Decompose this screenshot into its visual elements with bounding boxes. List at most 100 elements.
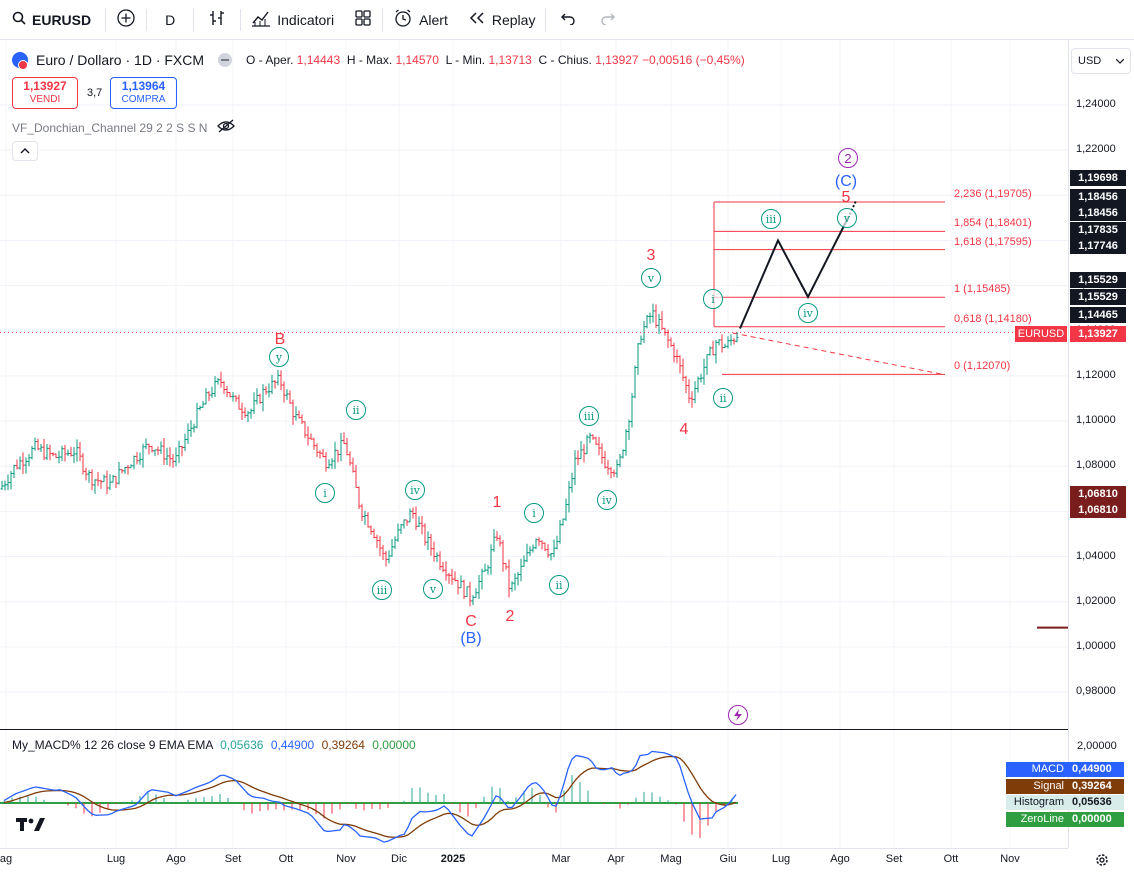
ohlc-bar bbox=[246, 410, 250, 423]
ohlc-bar bbox=[195, 402, 199, 429]
ohlc-bar bbox=[579, 441, 583, 460]
close-value: 1,13927 bbox=[595, 53, 639, 67]
price-chart[interactable] bbox=[0, 40, 1068, 848]
time-tick-label: Dic bbox=[391, 853, 407, 865]
ohlc-bar bbox=[294, 406, 298, 421]
ohlc-bar bbox=[288, 390, 292, 404]
ohlc-bar bbox=[300, 414, 304, 425]
ohlc-bar bbox=[345, 438, 349, 456]
indicator-name: VF_Donchian_Channel 29 2 2 S S N bbox=[12, 120, 208, 135]
collapse-legend-button[interactable] bbox=[12, 141, 38, 161]
ohlc-bar bbox=[396, 523, 400, 542]
price-axis[interactable] bbox=[1068, 40, 1134, 848]
sell-button[interactable]: 1,13927 VENDI bbox=[12, 77, 78, 109]
ohlc-bar bbox=[186, 423, 190, 445]
redo-icon bbox=[600, 11, 616, 28]
ohlc-bar bbox=[3, 480, 7, 491]
ohlc-bar bbox=[228, 391, 232, 398]
ohlc-bar bbox=[513, 573, 517, 591]
top-toolbar: EURUSD D Indicatori Alert bbox=[0, 0, 1134, 40]
symbol-title[interactable]: Euro / Dollaro · 1D · FXCM bbox=[36, 52, 205, 68]
ohlc-bar bbox=[333, 441, 337, 469]
buy-button[interactable]: 1,13964 COMPRA bbox=[110, 77, 177, 109]
price-axis-tag: 1,18456 bbox=[1070, 205, 1126, 221]
ohlc-bar bbox=[273, 380, 277, 389]
ohlc-bar bbox=[63, 444, 67, 462]
macd-axis-tag: ZeroLine 0,00000 bbox=[1006, 812, 1124, 827]
ohlc-bar bbox=[51, 452, 55, 457]
ohlc-bar bbox=[435, 552, 439, 563]
indicator-legend[interactable]: VF_Donchian_Channel 29 2 2 S S N bbox=[12, 119, 236, 136]
ohlc-bar bbox=[216, 378, 220, 385]
grid bbox=[0, 40, 1068, 848]
macd-legend[interactable]: My_MACD% 12 26 close 9 EMA EMA 0,05636 0… bbox=[12, 738, 416, 752]
alert-label: Alert bbox=[419, 11, 448, 28]
alert-button[interactable]: Alert bbox=[383, 0, 458, 40]
macd-tag-label: Histogram bbox=[1006, 795, 1068, 810]
macd-tag-value: 0,00000 bbox=[1068, 812, 1124, 827]
ohlc-bar bbox=[717, 339, 721, 346]
lightning-icon[interactable] bbox=[728, 705, 748, 725]
wave-label-red: 5 bbox=[841, 189, 851, 206]
ohlc-bar bbox=[225, 385, 229, 398]
ohlc-bar bbox=[42, 438, 46, 461]
ohlc-bar bbox=[27, 454, 31, 467]
layout-button[interactable] bbox=[344, 0, 382, 40]
price-axis-tag: 1,17746 bbox=[1070, 238, 1126, 254]
ohlc-bar bbox=[558, 519, 562, 544]
ohlc-bar bbox=[543, 542, 547, 552]
ohlc-bar bbox=[669, 337, 673, 347]
ohlc-bar bbox=[597, 436, 601, 456]
tradingview-logo[interactable] bbox=[16, 816, 46, 837]
undo-button[interactable] bbox=[546, 0, 590, 40]
ohlc-bar bbox=[429, 534, 433, 556]
ohlc-bar bbox=[525, 543, 529, 562]
ohlc-bar bbox=[90, 469, 94, 491]
ohlc-bar bbox=[720, 334, 724, 353]
ohlc-bar bbox=[633, 365, 637, 399]
macd-axis-tag: MACD 0,44900 bbox=[1006, 762, 1124, 777]
indicators-button[interactable]: Indicatori bbox=[241, 0, 344, 40]
time-axis[interactable] bbox=[0, 848, 1068, 876]
ohlc-bar bbox=[282, 381, 286, 403]
price-tick-label: 1,02000 bbox=[1076, 594, 1116, 607]
buy-label: COMPRA bbox=[121, 94, 166, 105]
settings-gear-icon[interactable] bbox=[1094, 852, 1110, 872]
ohlc-bar bbox=[141, 443, 145, 468]
ohlc-bar bbox=[264, 386, 268, 395]
ohlc-bar bbox=[537, 537, 541, 546]
ohlc-bar bbox=[357, 486, 361, 510]
compare-button[interactable] bbox=[106, 0, 146, 40]
currency-select[interactable]: USD bbox=[1071, 48, 1131, 74]
redo-button[interactable] bbox=[590, 0, 626, 40]
ohlc-bar bbox=[549, 552, 553, 561]
rewind-icon bbox=[468, 11, 486, 28]
ohlc-bar bbox=[285, 389, 289, 400]
ohlc-bar bbox=[699, 373, 703, 383]
symbol-search-button[interactable]: EURUSD bbox=[0, 0, 105, 40]
ohlc-bar bbox=[417, 516, 421, 528]
pane-divider[interactable] bbox=[0, 729, 1134, 730]
ohlc-bar bbox=[303, 421, 307, 439]
eye-crossed-icon[interactable] bbox=[217, 119, 236, 136]
replay-button[interactable]: Replay bbox=[458, 0, 546, 40]
wave-label-circle: iii bbox=[761, 209, 781, 229]
ohlc-bar bbox=[120, 469, 124, 474]
ohlc-bar bbox=[690, 391, 694, 408]
chart-type-button[interactable] bbox=[194, 0, 240, 40]
wave-label-circle: iii bbox=[579, 406, 599, 426]
ohlc-bar bbox=[546, 544, 550, 558]
ohlc-bar bbox=[255, 388, 259, 405]
ohlc-bar bbox=[84, 467, 88, 481]
add-symbol-icon bbox=[116, 8, 136, 31]
price-axis-tag: 1,15529 bbox=[1070, 272, 1126, 288]
ohlc-bar bbox=[75, 439, 79, 462]
ohlc-bar bbox=[156, 446, 160, 456]
open-label: O - Aper. bbox=[246, 53, 294, 67]
interval-button[interactable]: D bbox=[147, 0, 193, 40]
ohlc-bar bbox=[6, 474, 10, 491]
time-tick-label: Ago bbox=[166, 853, 186, 865]
ohlc-bar bbox=[555, 535, 559, 550]
toolbar-divider bbox=[545, 8, 547, 31]
ohlc-bar bbox=[639, 335, 643, 345]
